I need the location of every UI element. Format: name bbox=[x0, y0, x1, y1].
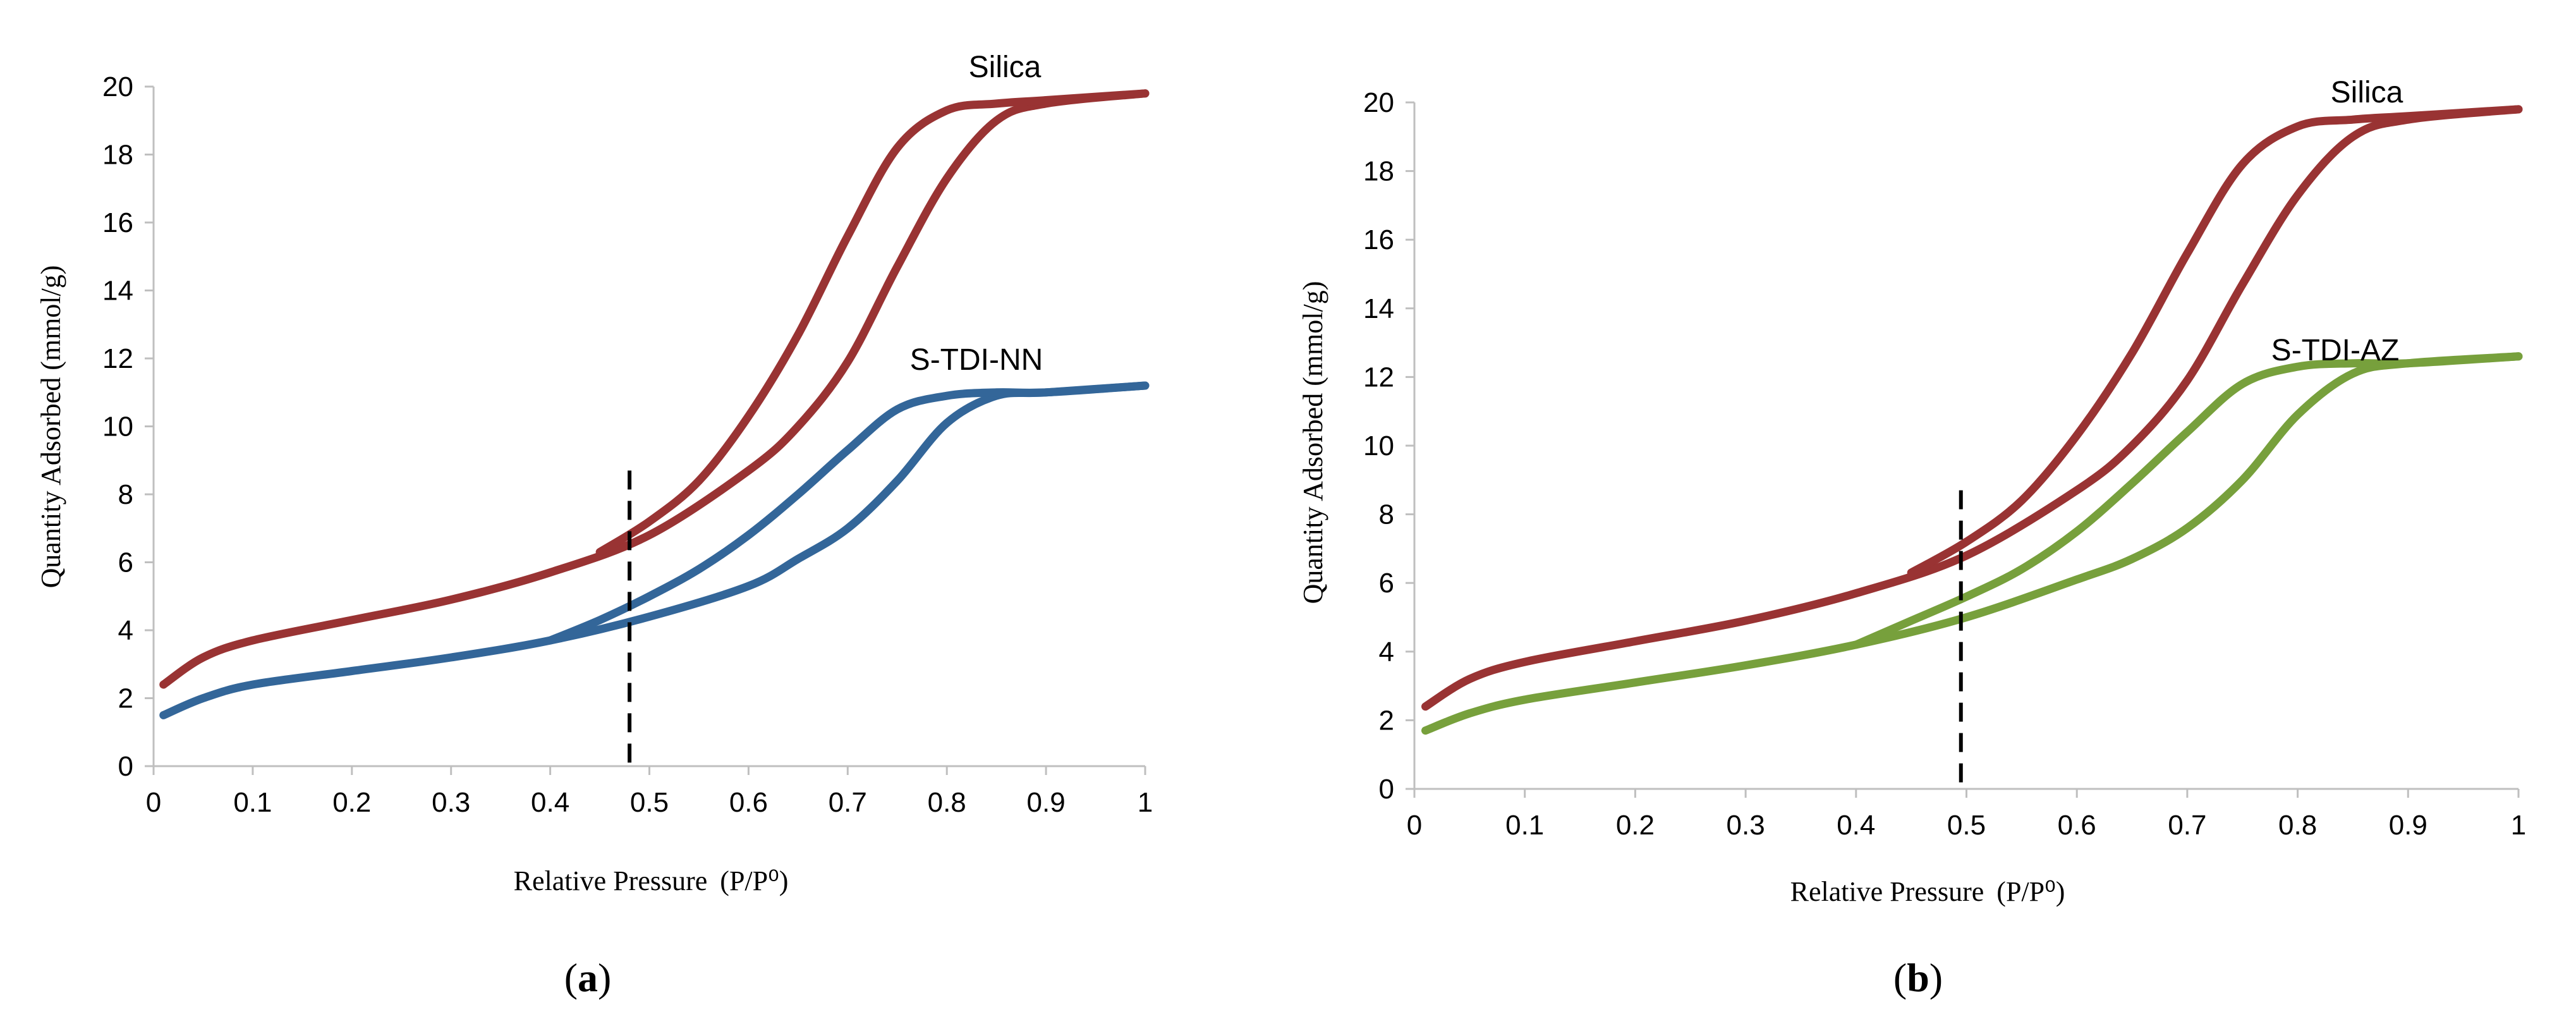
x-tick-label: 0.2 bbox=[1616, 810, 1655, 841]
x-tick-label: 0.1 bbox=[1505, 810, 1544, 841]
x-tick-label: 0.9 bbox=[1027, 787, 1066, 818]
y-tick-label: 2 bbox=[1379, 705, 1394, 736]
series-line-adsorption bbox=[1421, 105, 2523, 711]
series-line-adsorption bbox=[159, 89, 1150, 689]
series-silica: Silica bbox=[1421, 76, 2523, 711]
y-tick-label: 0 bbox=[118, 751, 133, 782]
y-tick-label: 12 bbox=[1363, 362, 1394, 393]
x-tick-label: 0.4 bbox=[1837, 810, 1875, 841]
x-axis-title: Relative Pressure (P/P⁰) bbox=[514, 865, 789, 896]
y-tick-label: 10 bbox=[102, 412, 133, 442]
series-line-adsorption bbox=[159, 381, 1150, 719]
series-silica: Silica bbox=[159, 51, 1150, 689]
y-tick-label: 6 bbox=[1379, 568, 1394, 599]
series-line-desorption bbox=[1907, 105, 2523, 577]
x-tick-label: 0.3 bbox=[432, 787, 470, 818]
y-tick-label: 6 bbox=[118, 547, 133, 578]
x-tick-label: 0.5 bbox=[630, 787, 669, 818]
panel-label: (b) bbox=[1893, 955, 1943, 1000]
x-tick-label: 0 bbox=[146, 787, 161, 818]
y-tick-label: 12 bbox=[102, 343, 133, 374]
panel-b-chart: 0 2 4 6 8 10 12 14 16 18 20 0 0.1 0.2 0.3 0.4 0.5 0.6 0.7 0… bbox=[1297, 76, 2526, 1000]
x-tick-label: 0.3 bbox=[1727, 810, 1765, 841]
panel-label: (a) bbox=[564, 955, 612, 1000]
x-tick-label: 0 bbox=[1407, 810, 1422, 841]
y-tick-label: 20 bbox=[1363, 87, 1394, 118]
panel-label-letter: b bbox=[1907, 955, 1929, 1000]
y-tick-label: 16 bbox=[1363, 224, 1394, 255]
series-s-tdi-nn: S-TDI-NN bbox=[159, 343, 1150, 719]
series-label: S-TDI-NN bbox=[910, 343, 1043, 377]
y-tick-label: 4 bbox=[1379, 637, 1394, 668]
panel-label-close-paren: ) bbox=[598, 955, 611, 1000]
x-axis-title: Relative Pressure (P/P⁰) bbox=[1790, 876, 2065, 907]
x-tick-label: 0.6 bbox=[729, 787, 768, 818]
y-tick-label: 14 bbox=[1363, 293, 1394, 324]
y-tick-label: 16 bbox=[102, 207, 133, 238]
x-tick-label: 0.6 bbox=[2058, 810, 2096, 841]
series-line-desorption bbox=[1852, 352, 2523, 649]
panel-label-open-paren: ( bbox=[564, 955, 578, 1000]
series-line-desorption bbox=[546, 381, 1150, 645]
series-s-tdi-az: S-TDI-AZ bbox=[1421, 334, 2523, 735]
y-tick-label: 0 bbox=[1379, 774, 1394, 805]
x-axis-title-text: Relative Pressure bbox=[514, 865, 708, 896]
x-tick-label: 0.1 bbox=[233, 787, 272, 818]
y-tick-label: 18 bbox=[1363, 156, 1394, 187]
y-tick-label: 8 bbox=[1379, 499, 1394, 530]
x-axis-unit: (P/P⁰) bbox=[1996, 876, 2065, 907]
x-tick-label: 1 bbox=[1138, 787, 1153, 818]
series-label: S-TDI-AZ bbox=[2271, 334, 2400, 367]
series-line-desorption bbox=[595, 89, 1150, 556]
x-tick-label: 0.2 bbox=[332, 787, 371, 818]
series-label: Silica bbox=[2331, 76, 2403, 109]
panel-label-close-paren: ) bbox=[1929, 955, 1943, 1000]
y-axis-title: Quantity Adsorbed (mmol/g) bbox=[35, 265, 66, 589]
y-tick-label: 2 bbox=[118, 683, 133, 714]
x-tick-label: 0.7 bbox=[2168, 810, 2206, 841]
y-tick-label: 8 bbox=[118, 479, 133, 510]
x-axis-unit: (P/P⁰) bbox=[720, 865, 788, 896]
y-tick-label: 18 bbox=[102, 140, 133, 171]
series-label: Silica bbox=[969, 51, 1042, 84]
series-line-adsorption bbox=[1421, 352, 2523, 735]
x-tick-label: 0.8 bbox=[2278, 810, 2317, 841]
x-tick-label: 0.8 bbox=[928, 787, 966, 818]
x-tick-label: 0.4 bbox=[531, 787, 569, 818]
x-axis-title-text: Relative Pressure bbox=[1790, 876, 1984, 907]
y-axis-title: Quantity Adsorbed (mmol/g) bbox=[1297, 281, 1328, 604]
y-tick-label: 4 bbox=[118, 615, 133, 646]
y-tick-label: 20 bbox=[102, 71, 133, 102]
y-tick-label: 14 bbox=[102, 276, 133, 307]
panel-a-chart: 0 2 4 6 8 10 12 14 16 18 20 0 0.1 0.2 0.3 0.4 0.5 0.6 0.7 0… bbox=[35, 51, 1153, 1000]
x-tick-label: 1 bbox=[2511, 810, 2526, 841]
x-tick-label: 0.7 bbox=[829, 787, 867, 818]
x-tick-label: 0.5 bbox=[1947, 810, 1986, 841]
x-tick-label: 0.9 bbox=[2389, 810, 2427, 841]
panel-label-letter: a bbox=[578, 955, 598, 1000]
y-tick-label: 10 bbox=[1363, 430, 1394, 461]
panel-label-open-paren: ( bbox=[1893, 955, 1907, 1000]
